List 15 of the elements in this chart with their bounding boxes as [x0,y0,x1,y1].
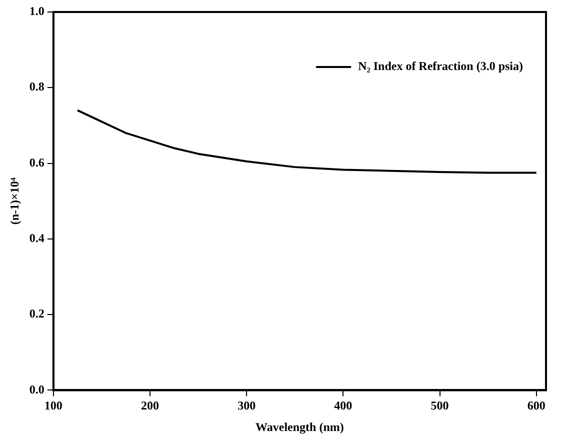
y-tick-label: 0.6 [29,155,44,170]
legend-label: N₂ Index of Refraction (3.0 psia) [358,59,524,74]
x-axis-title: Wavelength (nm) [256,420,344,434]
x-tick-label: 300 [238,398,256,412]
y-tick-label: 0.4 [29,231,44,246]
x-tick-label: 600 [527,398,546,412]
x-tick-label: 100 [44,398,62,412]
y-tick-label: 1.0 [29,4,44,18]
x-tick-label: 200 [140,398,159,412]
x-tick-label: 400 [334,398,352,412]
x-tick-label: 500 [430,398,449,412]
y-tick-label: 0.8 [29,80,44,94]
y-tick-label: 0.2 [29,306,44,321]
y-axis-title: (n-1)×10⁴ [7,177,22,225]
y-tick-label: 0.0 [29,382,44,396]
